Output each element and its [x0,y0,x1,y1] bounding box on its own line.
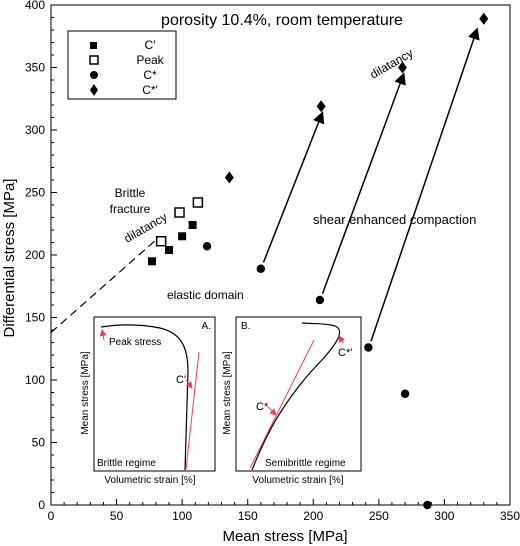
compaction-arrow [262,111,325,263]
y-tick-label: 200 [25,248,45,262]
point-filled-square [147,257,156,266]
legend-marker-c-prime [90,42,97,49]
axis-ticks: 0 50 100 150 200 250 300 350 0 50 100 150 200 250 300 3… [25,0,520,523]
point-filled-circle [400,389,410,398]
annotation-shear-enhanced-compaction: shear enhanced compaction [313,212,476,227]
inset-a-point-label: C′ [176,374,186,386]
inset-b-red-line [249,339,315,469]
point-filled-square [165,246,174,254]
inset-b-curve [251,322,341,471]
annotation-elastic-domain: elastic domain [167,288,244,302]
inset-a-red-line [185,351,200,470]
inset-a-peak-label: Peak stress [109,337,161,348]
legend-label-c-star-prime: C*′ [142,83,158,97]
x-axis-label: Mean stress [MPa] [222,528,347,545]
data-points [147,12,489,510]
chart-title: porosity 10.4%, room temperature [161,12,403,29]
x-tick-label: 300 [434,509,454,523]
point-filled-diamond [224,171,234,184]
legend-label-peak: Peak [136,53,164,67]
brittle-failure-dashed-line [50,239,157,333]
point-filled-square [188,221,197,229]
y-tick-label: 100 [25,373,45,387]
x-tick-label: 150 [238,509,258,523]
compaction-arrow [321,72,406,295]
inset-b-x-label: Volumetric strain [%] [252,475,343,486]
point-filled-circle [315,295,325,305]
point-filled-circle [202,242,212,251]
legend-box [67,30,177,100]
inset-a-peak-arrow [99,329,107,341]
point-filled-circle [423,500,432,510]
inset-b-c-star-arrow [265,404,277,416]
y-tick-label: 300 [25,123,45,137]
x-tick-label: 250 [369,509,389,523]
point-open-square [174,207,185,218]
y-tick-label: 0 [38,498,45,512]
legend-marker-peak [89,55,99,65]
inset-b-y-label: Mean stress [MPa] [222,351,233,435]
inset-b-c-star-label: C* [256,401,269,413]
inset-b-frame [235,316,362,472]
inset-a-x-label: Volumetric strain [%] [104,475,195,486]
y-tick-label: 250 [25,186,45,200]
x-tick-label: 100 [172,509,192,523]
x-tick-label: 0 [48,509,55,523]
compaction-arrow [370,27,480,342]
inset-b: B. Volumetric strain [%] Mean stress [MP… [222,316,362,486]
y-tick-label: 350 [25,61,45,75]
inset-a-regime: Brittle regime [97,458,156,469]
inset-b-panel-label: B. [241,321,250,332]
point-filled-circle [364,343,373,352]
annotation-dilatancy-right: dilatancy [368,46,416,82]
annotation-brittle-fracture-line1: Brittle [115,186,146,200]
inset-a-point-arrow [185,379,193,389]
point-filled-diamond [316,100,326,113]
point-filled-circle [256,264,266,273]
x-tick-label: 200 [303,509,323,523]
y-tick-label: 50 [32,436,46,450]
legend-label-c-prime: C′ [145,38,157,52]
inset-a-curve [100,324,189,471]
trend-lines [50,27,480,342]
legend-marker-c-star-prime [90,84,98,96]
x-tick-label: 50 [110,509,124,523]
point-open-square [155,236,167,247]
point-open-square [192,197,204,208]
inset-b-regime: Semibrittle regime [265,458,346,469]
point-filled-diamond [479,12,489,25]
inset-b-c-star-prime-arrow [338,335,346,344]
y-tick-label: 400 [25,0,45,12]
legend: C′ Peak C* C*′ [67,30,177,100]
y-tick-label: 150 [25,311,45,325]
x-tick-label: 350 [500,509,520,523]
inset-a: A. Volumetric strain [%] Mean stress [MP… [80,316,216,486]
point-filled-diamond [397,61,407,74]
inset-a-panel-label: A. [202,321,211,332]
y-axis-label: Differential stress [MPa] [1,179,18,338]
legend-marker-c-star [90,71,98,79]
inset-b-c-star-prime-label: C*′ [338,347,352,359]
inset-a-y-label: Mean stress [MPa] [80,351,91,435]
legend-label-c-star: C* [143,68,157,82]
annotation-brittle-fracture-line2: fracture [110,202,151,216]
point-filled-square [178,232,187,241]
